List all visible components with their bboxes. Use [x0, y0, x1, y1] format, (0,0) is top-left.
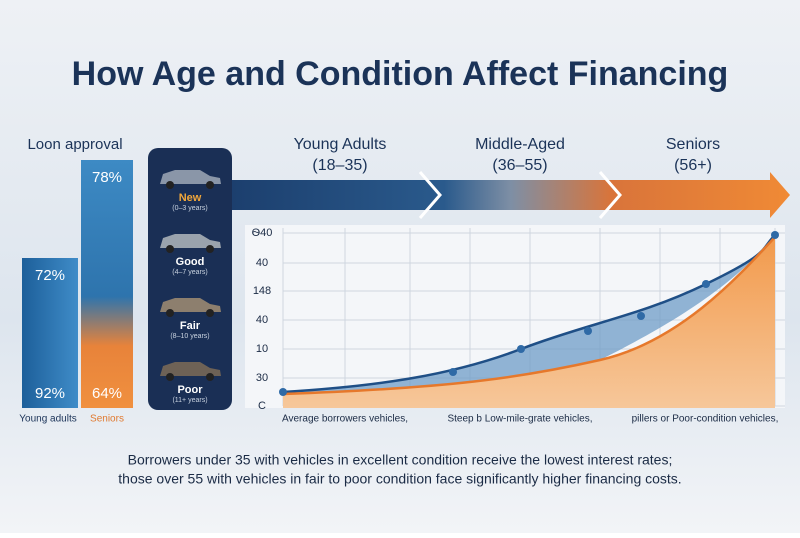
condition-range: (11+ years) — [172, 397, 207, 404]
point — [449, 368, 457, 376]
condition-label: Good — [176, 256, 205, 268]
group-name: Seniors — [666, 136, 720, 153]
condition-label: New — [179, 192, 202, 204]
seniors-bar — [81, 160, 133, 408]
wheel — [166, 373, 174, 381]
bar-label: 72% — [35, 267, 65, 284]
arrow-divider — [598, 171, 622, 219]
y-label: 148 — [253, 285, 271, 297]
wheel — [206, 309, 214, 317]
arrow-divider — [418, 171, 442, 219]
condition-range: (0–3 years) — [172, 205, 207, 212]
bar-label: 64% — [92, 385, 122, 402]
group-range: (18–35) — [312, 157, 367, 174]
point — [584, 327, 592, 335]
y-label: 10 — [256, 343, 268, 355]
title: How Age and Condition Affect Financing — [72, 55, 729, 93]
wheel — [166, 245, 174, 253]
points — [279, 231, 779, 396]
point — [637, 312, 645, 320]
group-range: (56+) — [674, 157, 712, 174]
x-label: Steep b Low-mile-grate vehicles, — [447, 414, 592, 425]
y-label: 40 — [256, 257, 268, 269]
wheel — [166, 181, 174, 189]
condition-range: (8–10 years) — [170, 333, 209, 340]
condition-label: Fair — [180, 320, 201, 332]
y-label: Ѳ40 — [252, 227, 273, 239]
point — [771, 231, 779, 239]
car-icon — [160, 298, 221, 312]
y-label: 30 — [256, 372, 268, 384]
wheel — [206, 181, 214, 189]
condition-panel — [148, 148, 232, 410]
group-name: Middle-Aged — [475, 136, 565, 153]
point — [279, 388, 287, 396]
car-icon — [160, 170, 221, 184]
lower-curve — [282, 236, 776, 396]
point — [702, 280, 710, 288]
caption: Borrowers under 35 with vehicles in exce… — [128, 452, 673, 468]
wheel — [206, 245, 214, 253]
group-name: Young Adults — [294, 136, 387, 153]
bar-label: 78% — [92, 169, 122, 186]
y-label: 40 — [256, 314, 268, 326]
point — [517, 345, 525, 353]
bar-caption: Young adults — [19, 414, 76, 425]
x-label: Average borrowers vehicles, — [282, 414, 408, 425]
condition-range: (4–7 years) — [172, 269, 207, 276]
upper-area — [283, 235, 775, 394]
wheel — [166, 309, 174, 317]
lower-area — [283, 237, 775, 408]
bar-label: 92% — [35, 385, 65, 402]
wheel — [206, 373, 214, 381]
young-bar — [22, 258, 78, 408]
age-arrow — [232, 172, 790, 218]
car-icon — [160, 362, 221, 376]
upper-curve — [282, 234, 776, 394]
x-label: pillers or Poor-condition vehicles, — [632, 414, 779, 425]
approval-title: Loon approval — [27, 136, 122, 153]
y-label: C — [258, 400, 266, 412]
condition-label: Poor — [177, 384, 203, 396]
group-range: (36–55) — [492, 157, 547, 174]
caption: those over 55 with vehicles in fair to p… — [118, 471, 681, 487]
bar-caption: Seniors — [90, 414, 124, 425]
car-icon — [160, 234, 221, 248]
